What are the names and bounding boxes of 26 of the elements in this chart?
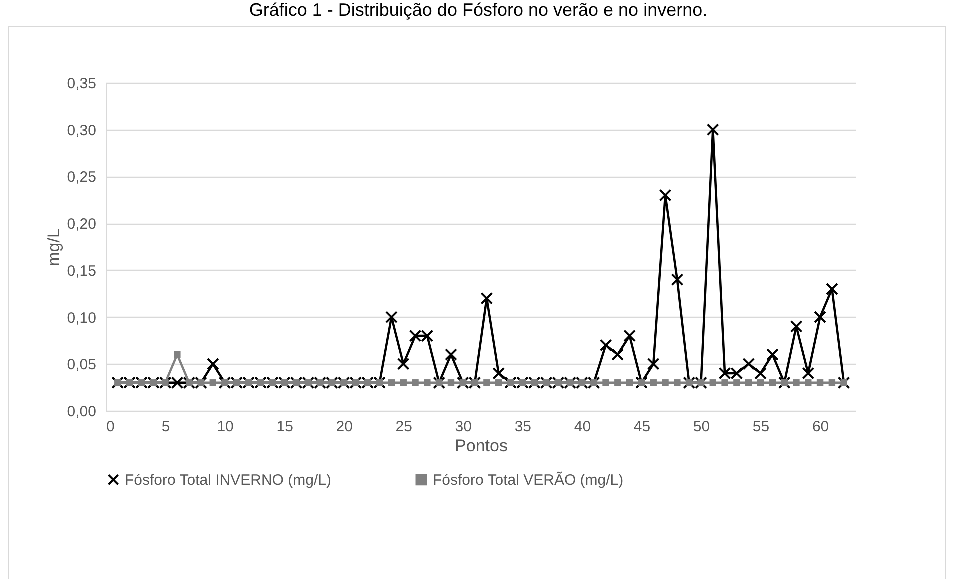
legend-label: Fósforo Total INVERNO (mg/L) — [125, 472, 332, 489]
y-tick-label: 0,25 — [67, 169, 96, 186]
x-tick-label: 0 — [106, 418, 115, 436]
y-axis-title: mg/L — [44, 228, 64, 266]
x-tick-label: 15 — [276, 418, 294, 436]
y-tick-label: 0,15 — [67, 262, 96, 280]
x-tick-label: 25 — [396, 418, 412, 436]
x-axis-title: Pontos — [455, 436, 508, 456]
legend-label: Fósforo Total VERÃO (mg/L) — [433, 470, 624, 489]
x-tick-label: 30 — [455, 418, 472, 436]
x-tick-label: 35 — [514, 418, 532, 436]
x-tick-label: 20 — [336, 418, 353, 436]
y-tick-label: 0,35 — [67, 76, 96, 92]
chart-title: Gráfico 1 - Distribuição do Fósforo no verão e no inverno. — [248, 0, 709, 21]
x-tick-label: 50 — [693, 418, 710, 436]
y-tick-label: 0,05 — [67, 356, 96, 374]
x-tick-label: 5 — [162, 418, 170, 436]
y-tick-label: 0,10 — [67, 310, 96, 327]
y-tick-label: 0,00 — [67, 404, 96, 420]
y-tick-label: 0,20 — [67, 216, 96, 234]
x-tick-label: 45 — [634, 418, 651, 436]
x-tick-label: 40 — [574, 418, 592, 436]
y-tick-label: 0,30 — [67, 122, 96, 140]
x-tick-label: 60 — [812, 418, 830, 436]
x-tick-label: 55 — [752, 418, 770, 436]
x-tick-label: 10 — [217, 418, 234, 436]
